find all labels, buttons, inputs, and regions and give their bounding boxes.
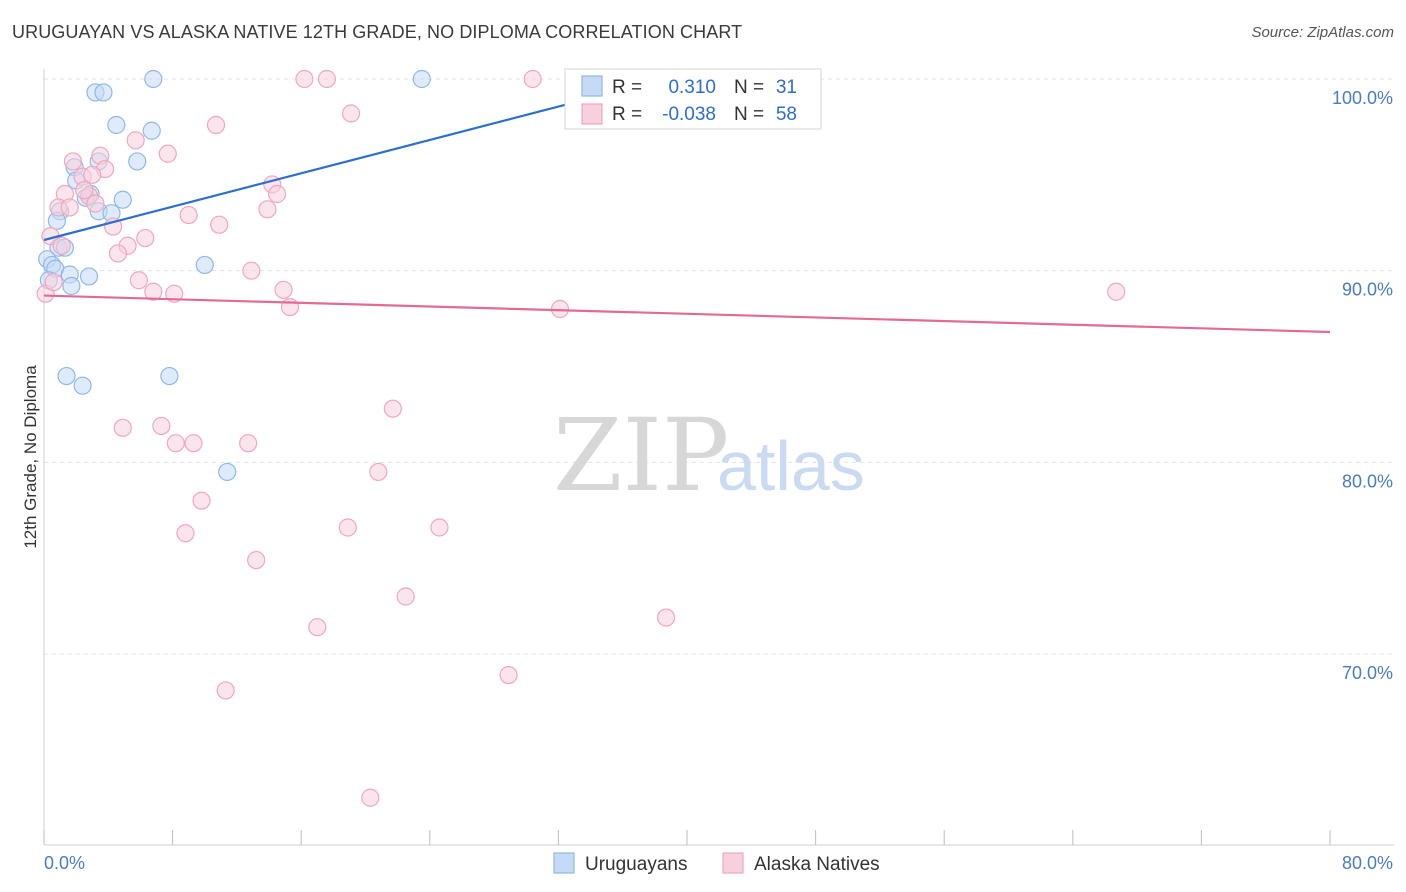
alaska-natives-point [179, 205, 198, 225]
gridlines [44, 78, 1394, 655]
y-tick-label: 100.0% [1332, 88, 1393, 108]
alaska-natives-point [258, 200, 277, 219]
uruguayans-point [195, 255, 214, 275]
uruguayans-point [73, 376, 92, 395]
alaska-natives-point [499, 665, 518, 685]
alaska-natives-point [430, 518, 449, 537]
uruguayans-point [142, 121, 161, 140]
alaska-natives-point [83, 165, 102, 184]
legend-n-label-1: N = [734, 77, 764, 98]
series-legend-swatch-alaska-natives [722, 852, 744, 874]
alaska-natives-point [144, 282, 163, 301]
alaska-natives-point [338, 518, 357, 537]
legend-n-value-2: 58 [776, 104, 797, 125]
alaska-natives-point [361, 788, 380, 807]
alaska-natives-point [523, 69, 542, 89]
alaska-natives-point [1107, 282, 1126, 301]
legend-r-label-1: R = [612, 77, 642, 98]
alaska-natives-point [52, 236, 71, 255]
watermark-zip: ZIP [553, 397, 729, 514]
x-tick-marks [43, 830, 1331, 845]
alaska-natives-point [158, 144, 177, 163]
alaska-natives-point [267, 184, 287, 204]
alaska-natives-point [152, 416, 171, 436]
uruguayans-point [57, 366, 76, 386]
alaska-natives-point [44, 273, 63, 292]
alaska-natives-point [369, 462, 388, 482]
series-legend-label-alaska-natives: Alaska Natives [754, 854, 880, 875]
alaska-natives-point [75, 181, 94, 200]
legend-swatch-alaska-natives [581, 103, 603, 125]
alaska-natives-trend-line [43, 294, 1331, 334]
y-tick-label: 70.0% [1342, 663, 1393, 683]
alaska-natives-point [184, 434, 203, 453]
uruguayans-point [94, 83, 113, 102]
watermark-atlas: atlas [717, 427, 865, 505]
alaska-natives-point [295, 69, 314, 89]
alaska-natives-point [113, 418, 132, 437]
alaska-natives-point [274, 280, 293, 299]
alaska-natives-point [126, 131, 145, 150]
legend-r-value-1: 0.310 [668, 77, 716, 98]
alaska-natives-point [383, 399, 402, 418]
uruguayans-point [412, 69, 431, 89]
legend-swatch-uruguayans [581, 75, 603, 97]
uruguayans-point [113, 190, 132, 209]
alaska-natives-point [63, 152, 83, 171]
alaska-natives-point [165, 284, 184, 303]
alaska-natives-point [317, 69, 337, 89]
alaska-natives-point [108, 244, 128, 263]
legend-r-label-2: R = [612, 104, 642, 125]
uruguayans-point [62, 276, 81, 296]
uruguayans-point [144, 69, 163, 89]
legend-r-value-2: -0.038 [662, 104, 716, 125]
alaska-natives-point [136, 228, 155, 248]
y-tick-label: 90.0% [1342, 280, 1393, 300]
y-tick-label: 80.0% [1342, 471, 1393, 491]
alaska-natives-point [210, 215, 229, 234]
alaska-natives-point [657, 608, 676, 627]
legend-n-label-2: N = [734, 104, 764, 125]
alaska-natives-point [396, 587, 415, 606]
uruguayans-point [218, 462, 237, 482]
alaska-natives-point [129, 271, 148, 290]
series-legend-swatch-uruguayans [553, 852, 575, 874]
alaska-natives-points [36, 69, 1126, 807]
alaska-natives-point [239, 434, 258, 453]
y-axis-label: 12th Grade, No Diploma [21, 365, 40, 549]
alaska-natives-point [341, 104, 361, 123]
uruguayans-point [107, 115, 126, 135]
uruguayans-point [160, 366, 179, 386]
alaska-natives-point [86, 194, 105, 213]
uruguayans-points [38, 69, 431, 482]
uruguayans-point [128, 152, 147, 171]
alaska-natives-point [60, 198, 79, 217]
alaska-natives-point [166, 434, 185, 453]
alaska-natives-point [242, 261, 261, 280]
x-tick-label-max: 80.0% [1342, 853, 1393, 873]
chart-source: Source: ZipAtlas.com [1251, 24, 1394, 41]
series-legend: Uruguayans Alaska Natives [553, 852, 880, 875]
y-tick-labels: 100.0% 90.0% 80.0% 70.0% [1332, 88, 1393, 683]
x-tick-label-min: 0.0% [44, 853, 85, 873]
alaska-natives-point [280, 297, 300, 317]
alaska-natives-point [308, 618, 327, 637]
alaska-natives-point [247, 550, 266, 570]
correlation-legend: R = 0.310 N = 31 R = -0.038 N = 58 [564, 68, 822, 130]
alaska-natives-point [206, 115, 226, 135]
alaska-natives-point [216, 681, 235, 700]
alaska-natives-point [176, 524, 195, 543]
alaska-natives-point [192, 491, 211, 510]
series-legend-label-uruguayans: Uruguayans [585, 854, 687, 875]
chart-title: URUGUAYAN VS ALASKA NATIVE 12TH GRADE, N… [12, 22, 743, 42]
axes [43, 69, 1394, 846]
legend-n-value-1: 31 [776, 77, 797, 98]
uruguayans-point [79, 267, 99, 286]
